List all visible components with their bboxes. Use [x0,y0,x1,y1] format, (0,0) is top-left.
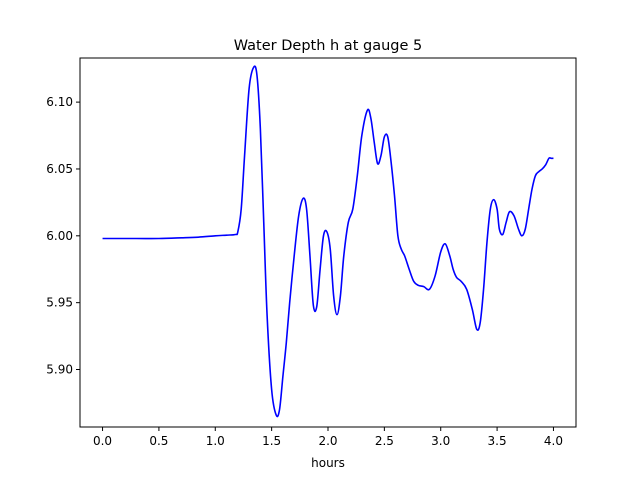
y-tick-label: 6.00 [46,229,73,243]
x-tick-label: 2.5 [375,434,394,448]
x-tick-label: 2.0 [318,434,337,448]
x-tick-label: 1.0 [206,434,225,448]
y-tick-label: 6.10 [46,95,73,109]
x-tick-label: 3.5 [488,434,507,448]
x-tick-label: 3.0 [431,434,450,448]
x-axis-label: hours [311,456,345,470]
series-layer [102,65,554,418]
x-axis-ticks: 0.0 0.5 1.0 1.5 2.0 2.5 3.0 3.5 4.0 [93,427,563,448]
x-tick-label: 4.0 [544,434,563,448]
y-tick-label: 5.95 [46,296,73,310]
series-line-0 [102,65,554,418]
x-tick-label: 1.5 [262,434,281,448]
x-tick-label: 0.5 [149,434,168,448]
y-tick-label: 6.05 [46,162,73,176]
x-tick-label: 0.0 [93,434,112,448]
chart-title: Water Depth h at gauge 5 [234,38,422,54]
y-tick-label: 5.90 [46,363,73,377]
y-axis-ticks: 5.90 5.95 6.00 6.05 6.10 [46,95,80,377]
